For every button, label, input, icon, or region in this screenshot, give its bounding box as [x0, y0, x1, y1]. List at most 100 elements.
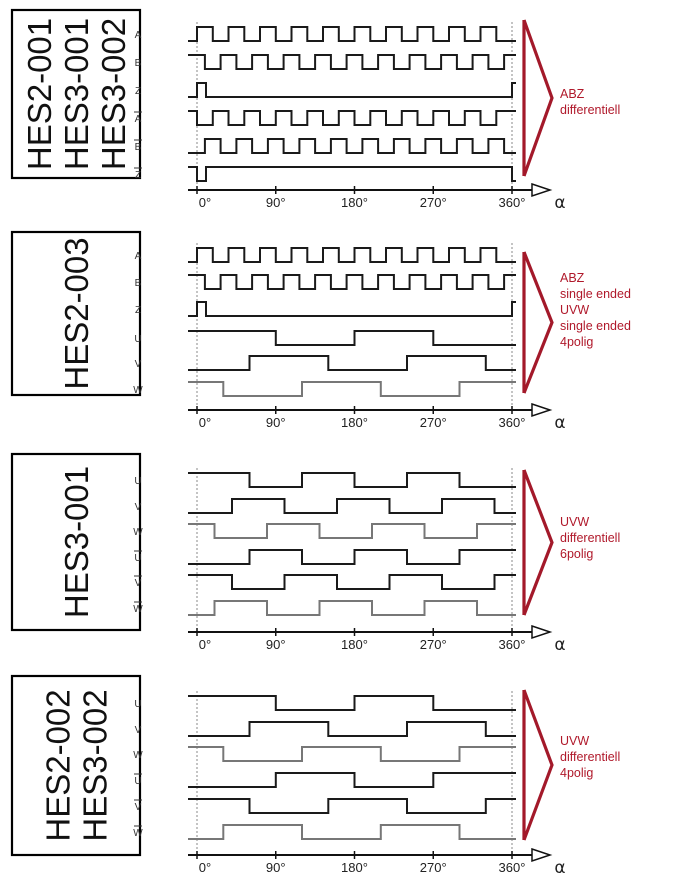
- axis-tick-label: 360°: [499, 195, 526, 210]
- signal-label: W: [133, 385, 143, 396]
- waveform: [188, 549, 516, 565]
- signal-description: differentiell: [560, 103, 620, 117]
- alpha-symbol: α: [554, 193, 565, 213]
- signal-description: ABZ: [560, 87, 585, 101]
- waveform: [188, 746, 516, 762]
- bracket-arrow: [522, 469, 554, 616]
- axis-tick-label: 270°: [420, 637, 447, 652]
- waveform: [188, 138, 516, 154]
- waveform: [188, 772, 516, 788]
- model-box: [10, 8, 142, 180]
- signal-description: differentiell: [560, 531, 620, 545]
- waveform: [188, 26, 516, 42]
- signal-description: 4polig: [560, 335, 593, 349]
- axis-tick-label: 0°: [199, 415, 211, 430]
- model-box: [10, 674, 142, 857]
- waveform: [188, 301, 516, 317]
- model-number: HES3-002: [77, 689, 114, 841]
- signal-description: 6polig: [560, 547, 593, 561]
- waveform: [188, 330, 516, 346]
- signal-label: Z: [135, 170, 141, 181]
- waveform: [188, 82, 516, 98]
- axis-tick-label: 270°: [420, 195, 447, 210]
- waveform: [188, 355, 516, 371]
- axis-tick-label: 360°: [499, 415, 526, 430]
- signal-description: single ended: [560, 287, 631, 301]
- axis-tick-label: 360°: [499, 637, 526, 652]
- signal-label: V: [135, 359, 142, 370]
- axis-tick-label: 180°: [341, 195, 368, 210]
- signal-label: A: [135, 114, 142, 125]
- waveform: [188, 824, 516, 840]
- signal-label: V: [135, 502, 142, 513]
- axis-arrowhead: [531, 847, 553, 863]
- signal-label: U: [134, 776, 141, 787]
- waveform: [188, 574, 516, 590]
- axis-tick-label: 0°: [199, 637, 211, 652]
- model-number: HES2-001: [21, 18, 58, 170]
- bracket-arrow: [522, 689, 554, 841]
- alpha-symbol: α: [554, 635, 565, 655]
- waveform: [188, 274, 516, 290]
- model-number: HES3-001: [58, 466, 95, 618]
- signal-description: ABZ: [560, 271, 585, 285]
- signal-description: single ended: [560, 319, 631, 333]
- axis-arrowhead: [531, 402, 553, 418]
- axis-tick-label: 270°: [420, 860, 447, 875]
- axis-tick-label: 270°: [420, 415, 447, 430]
- signal-description: UVW: [560, 734, 589, 748]
- signal-label: U: [134, 334, 141, 345]
- alpha-symbol: α: [554, 858, 565, 878]
- waveform: [188, 472, 516, 488]
- signal-label: U: [134, 699, 141, 710]
- axis-tick-label: 0°: [199, 860, 211, 875]
- signal-description: differentiell: [560, 750, 620, 764]
- axis-tick-label: 90°: [266, 415, 286, 430]
- model-number: HES3-001: [58, 18, 95, 170]
- model-box: [10, 452, 142, 632]
- waveform: [188, 54, 516, 70]
- signal-description: 4polig: [560, 766, 593, 780]
- signal-label: W: [133, 527, 143, 538]
- waveform: [188, 110, 516, 126]
- signal-label: U: [134, 553, 141, 564]
- axis-tick-label: 0°: [199, 195, 211, 210]
- signal-label: W: [133, 604, 143, 615]
- signal-label: B: [135, 58, 142, 69]
- axis-tick-label: 180°: [341, 637, 368, 652]
- axis-tick-label: 90°: [266, 860, 286, 875]
- signal-label: W: [133, 828, 143, 839]
- axis-tick-label: 360°: [499, 860, 526, 875]
- signal-description: UVW: [560, 303, 589, 317]
- axis-tick-label: 90°: [266, 637, 286, 652]
- signal-label: A: [135, 251, 142, 262]
- waveform: [188, 247, 516, 263]
- signal-label: B: [135, 278, 142, 289]
- waveform: [188, 600, 516, 616]
- signal-label: V: [135, 725, 142, 736]
- signal-label: W: [133, 750, 143, 761]
- signal-label: V: [135, 802, 142, 813]
- axis-tick-label: 90°: [266, 195, 286, 210]
- signal-description: UVW: [560, 515, 589, 529]
- signal-label: V: [135, 578, 142, 589]
- signal-label: Z: [135, 86, 141, 97]
- signal-label: A: [135, 30, 142, 41]
- signal-label: Z: [135, 305, 141, 316]
- signal-label: B: [135, 142, 142, 153]
- axis-tick-label: 180°: [341, 415, 368, 430]
- alpha-symbol: α: [554, 413, 565, 433]
- waveform: [188, 523, 516, 539]
- waveform: [188, 721, 516, 737]
- axis-arrowhead: [531, 182, 553, 198]
- bracket-arrow: [522, 19, 554, 177]
- waveform: [188, 695, 516, 711]
- waveform: [188, 498, 516, 514]
- axis-tick-label: 180°: [341, 860, 368, 875]
- axis-arrowhead: [531, 624, 553, 640]
- model-box: [10, 230, 142, 397]
